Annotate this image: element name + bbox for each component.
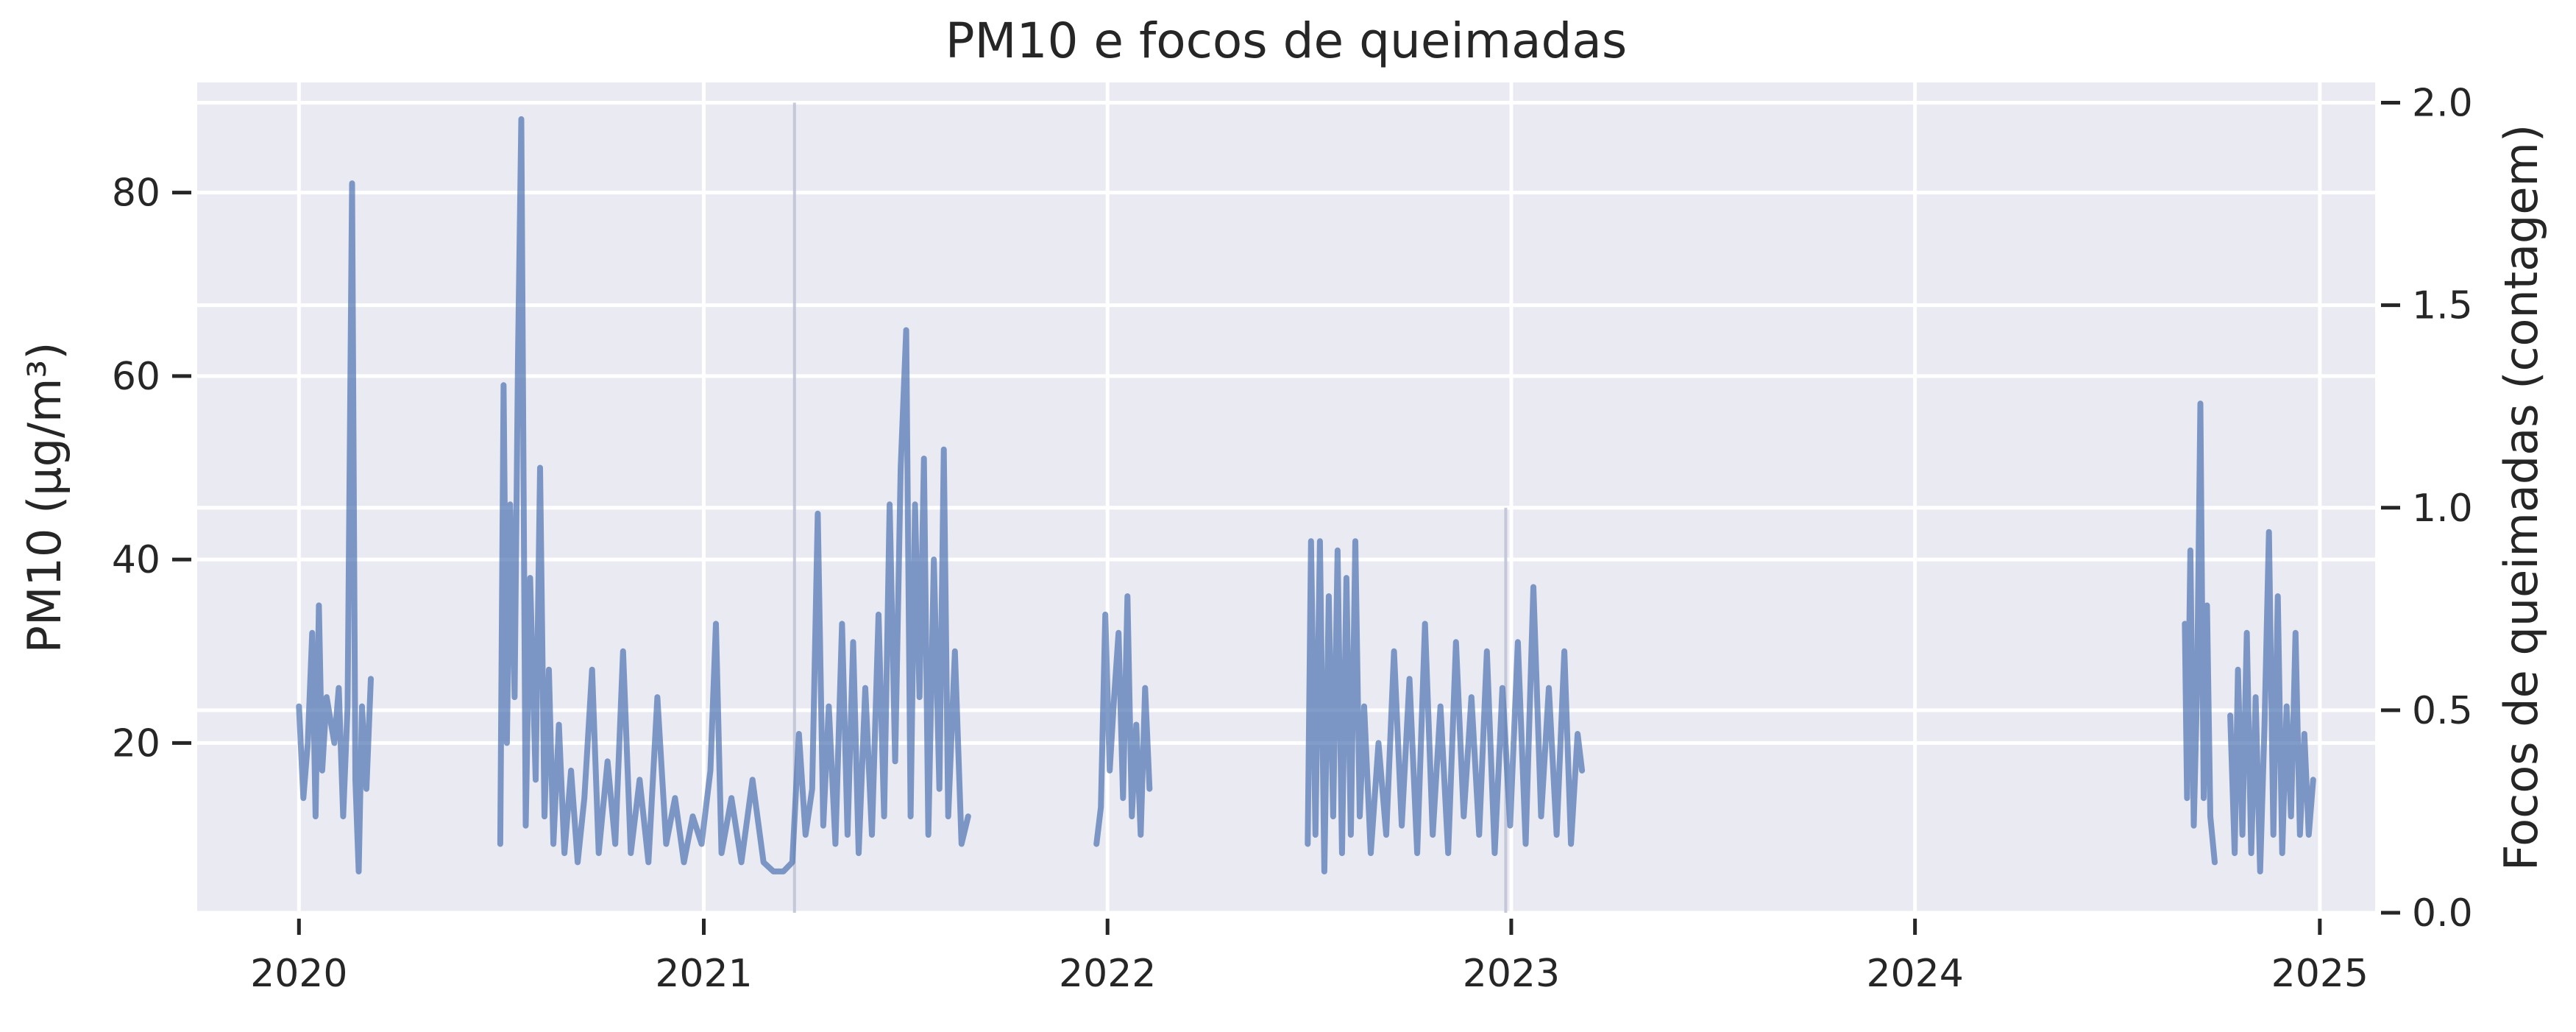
x-tick-label: 2021 [655, 952, 752, 996]
grid [197, 82, 2375, 915]
left-y-axis: 20 40 60 80 [112, 172, 191, 766]
right-y-axis: 0.0 0.5 1.0 1.5 2.0 [2381, 82, 2473, 936]
y2-tick-label: 2.0 [2412, 82, 2473, 126]
fire-bar [792, 102, 796, 913]
pm10-line [2227, 529, 2316, 874]
y2-tick-label: 0.5 [2412, 689, 2473, 733]
y2-axis-label: Focos de queimadas (contagem) [2494, 124, 2548, 871]
y-tick-label: 60 [112, 355, 160, 399]
pm10-line [2182, 400, 2218, 866]
chart-title: PM10 e focos de queimadas [945, 13, 1628, 69]
pm10-series [296, 116, 2316, 874]
x-tick-label: 2025 [2271, 952, 2369, 996]
x-axis: 2020 2021 2022 2023 2024 2025 [250, 919, 2369, 996]
pm10-line [1093, 593, 1153, 847]
y2-tick-label: 1.0 [2412, 487, 2473, 531]
y-tick-label: 40 [112, 538, 160, 582]
x-tick-label: 2020 [250, 952, 347, 996]
pm10-line [497, 116, 971, 874]
x-tick-label: 2024 [1866, 952, 1963, 996]
pm10-line [1305, 538, 1586, 874]
y-tick-label: 20 [112, 721, 160, 766]
y-tick-label: 80 [112, 172, 160, 216]
x-tick-label: 2022 [1059, 952, 1156, 996]
pm10-line [296, 180, 374, 874]
y-axis-label: PM10 (µg/m³) [18, 342, 71, 654]
x-tick-label: 2023 [1463, 952, 1560, 996]
y2-tick-label: 1.5 [2412, 284, 2473, 328]
y2-tick-label: 0.0 [2412, 891, 2473, 936]
